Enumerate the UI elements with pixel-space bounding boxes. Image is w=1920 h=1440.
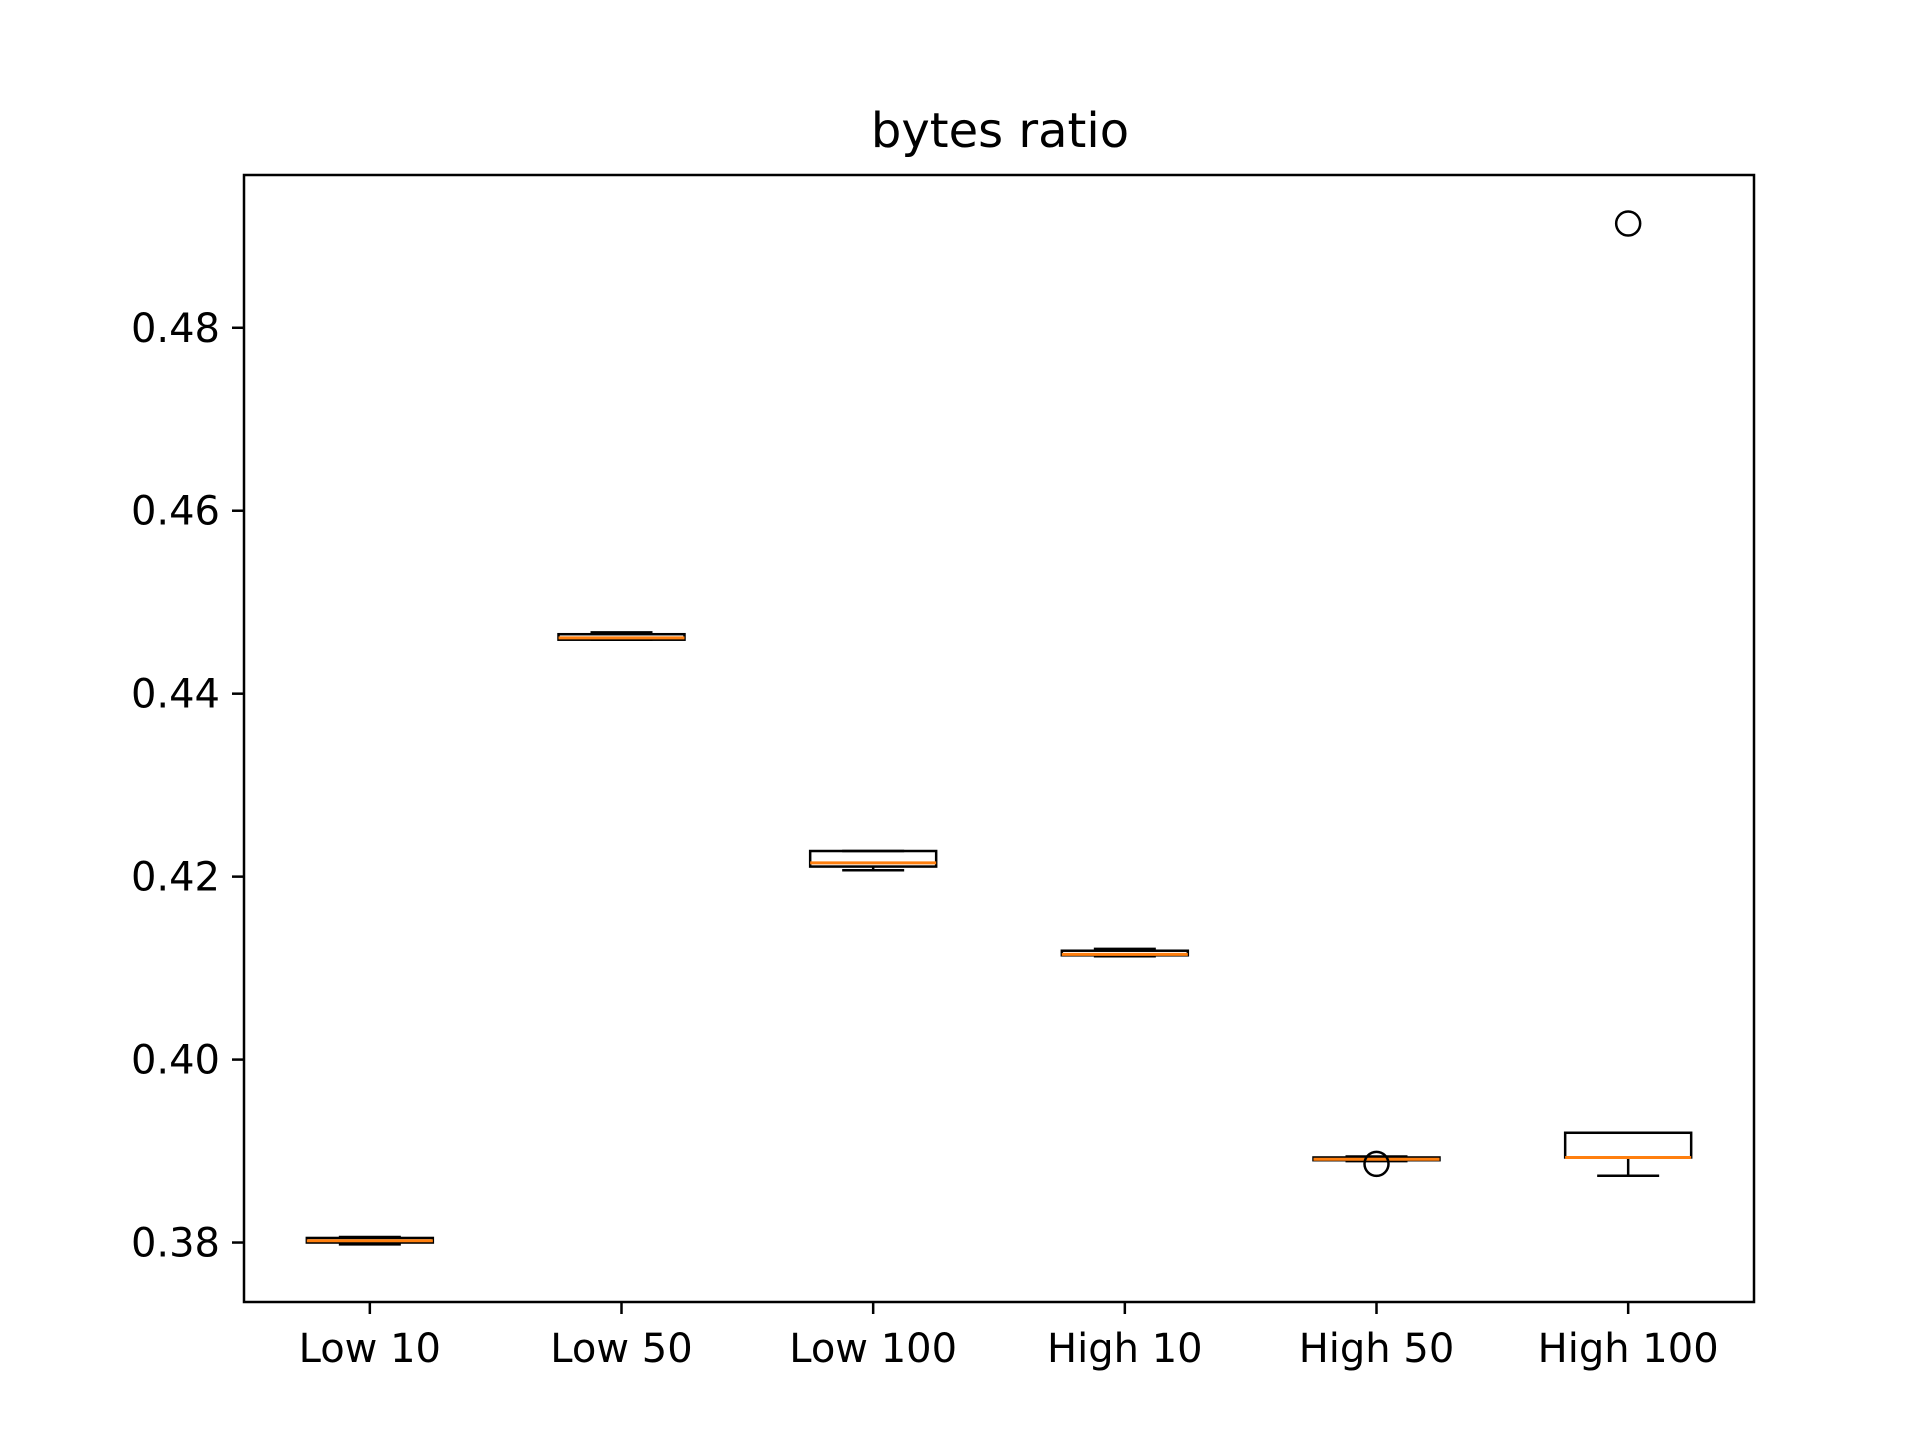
x-tick-label: Low 10 — [299, 1326, 441, 1372]
y-tick-label: 0.42 — [131, 855, 220, 901]
x-tick-label: High 100 — [1538, 1326, 1719, 1372]
outlier-point — [1363, 1150, 1390, 1178]
y-tick-label: 0.38 — [131, 1221, 220, 1267]
plot-frame — [242, 173, 1756, 1304]
y-tick-label: 0.46 — [131, 489, 220, 535]
box-body — [1563, 1131, 1693, 1159]
box-3 — [1060, 947, 1190, 958]
box-5 — [1563, 210, 1693, 1178]
x-tick-label: High 10 — [1047, 1326, 1203, 1372]
y-tick-label: 0.40 — [131, 1038, 220, 1084]
box-body — [808, 849, 938, 868]
y-tick-label: 0.48 — [131, 306, 220, 352]
x-axis: Low 10 Low 50 Low 100 High 10 High 50 High 10… — [299, 1302, 1719, 1372]
outlier-point — [1614, 210, 1642, 237]
chart-marks — [305, 210, 1693, 1246]
y-tick-label: 0.44 — [131, 672, 220, 718]
y-axis: 0.38 0.40 0.42 0.44 0.46 0.48 — [131, 306, 244, 1267]
box-1 — [557, 631, 686, 641]
box-2 — [808, 849, 938, 872]
x-tick-label: Low 100 — [789, 1326, 957, 1372]
x-tick-label: Low 50 — [550, 1326, 692, 1372]
box-0 — [305, 1235, 435, 1246]
x-tick-label: High 50 — [1299, 1326, 1455, 1372]
chart-title: bytes ratio — [871, 103, 1129, 159]
box-4 — [1312, 1150, 1441, 1178]
